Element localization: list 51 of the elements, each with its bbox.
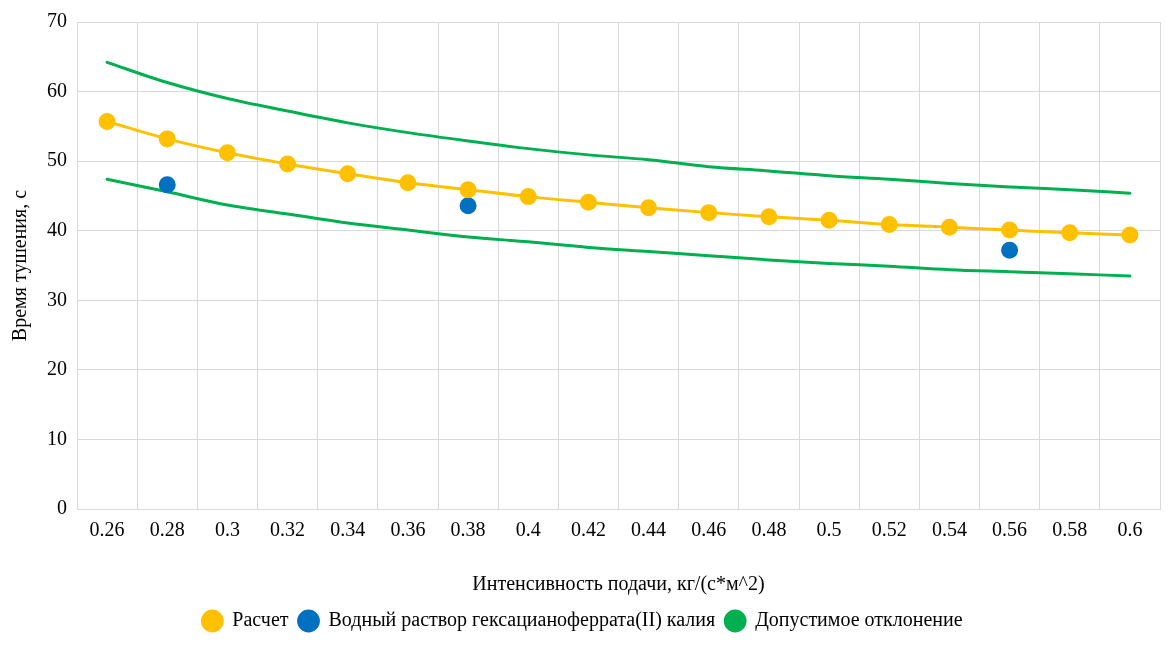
point [760,208,778,226]
x-tick-label: 0.46 [691,518,727,541]
x-tick-label: 0.26 [89,518,125,541]
x-tick-label: 0.52 [871,518,907,541]
x-tick-label: 0.36 [390,518,426,541]
x-tick-label: 0.44 [631,518,667,541]
point [519,188,537,206]
y-tick-label: 30 [47,287,67,310]
point [579,193,597,211]
legend-label: Водный раствор гексацианоферрата(II) калия [328,608,716,632]
legend-label: Допустимое отклонение [755,608,963,632]
x-tick-label: 0.4 [515,518,541,541]
legend-label: Расчет [232,608,289,631]
point [880,215,898,233]
x-axis-title: Интенсивность подачи, кг/(с*м^2) [472,572,765,596]
y-tick-label: 10 [47,426,67,449]
x-tick-label: 0.38 [450,518,486,541]
x-tick-label: 0.54 [931,518,967,541]
x-tick-label: 0.3 [214,518,240,541]
point [399,174,417,192]
y-tick-label: 50 [47,148,67,171]
point [820,211,838,229]
point [218,144,236,162]
y-tick-label: 60 [47,78,67,101]
x-tick-label: 0.34 [330,518,366,541]
point [700,204,718,222]
point [1121,226,1139,244]
y-axis-title: Время тушения, с [8,189,32,342]
x-tick-label: 0.58 [1052,518,1088,541]
point [98,112,116,130]
point [459,181,477,199]
point [279,155,297,173]
point [339,165,357,183]
point [158,130,176,148]
x-tick-label: 0.5 [816,518,842,541]
x-tick-label: 0.56 [992,518,1028,541]
point [640,199,658,217]
x-tick-label: 0.32 [270,518,306,541]
x-tick-label: 0.6 [1117,518,1143,541]
x-tick-label: 0.42 [570,518,606,541]
y-tick-label: 0 [57,496,67,519]
line-series [105,177,1132,278]
line-series [105,60,1132,195]
x-tick-label: 0.48 [751,518,787,541]
point [1061,224,1079,242]
x-tick-label: 0.28 [149,518,185,541]
point [940,218,958,236]
y-tick-label: 40 [47,217,67,240]
y-tick-label: 20 [47,357,67,380]
y-tick-label: 70 [47,9,67,32]
point [1001,221,1019,239]
